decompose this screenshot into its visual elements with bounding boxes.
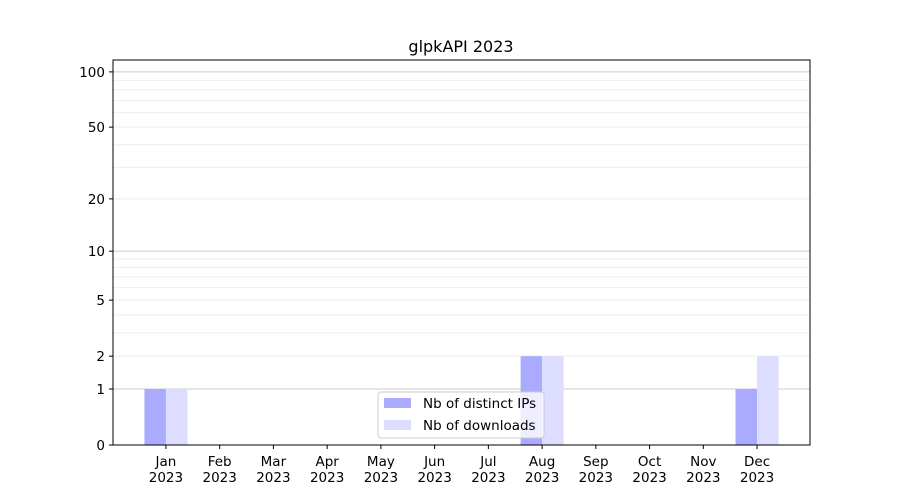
- y-tick-label: 20: [88, 192, 105, 208]
- legend-label-downloads: Nb of downloads: [423, 418, 536, 434]
- x-tick-label: Jul: [479, 454, 496, 470]
- bar-downloads: [757, 356, 779, 445]
- bar-distinct-ips: [735, 388, 758, 445]
- bar-downloads: [165, 388, 188, 445]
- x-tick-label: 2023: [471, 470, 505, 486]
- x-tick-label: 2023: [202, 470, 236, 486]
- chart-title: glpkAPI 2023: [408, 37, 513, 56]
- legend: Nb of distinct IPs Nb of downloads: [377, 391, 545, 439]
- x-tick-label: 2023: [740, 470, 774, 486]
- x-tick-label: Sep: [583, 454, 608, 470]
- x-tick-label: 2023: [149, 470, 183, 486]
- x-tick-label: Oct: [638, 454, 661, 470]
- grid: [113, 71, 810, 390]
- y-tick-label: 1: [96, 382, 105, 398]
- x-tick-label: May: [367, 454, 395, 470]
- x-tick-label: Apr: [315, 454, 339, 470]
- x-tick-label: Dec: [744, 454, 770, 470]
- legend-label-distinct-ips: Nb of distinct IPs: [423, 396, 536, 412]
- x-tick-label: Aug: [529, 454, 555, 470]
- x-tick-label: 2023: [525, 470, 559, 486]
- y-tick-label: 2: [96, 349, 105, 365]
- x-tick-label: Jun: [423, 454, 445, 470]
- bar-distinct-ips: [144, 388, 166, 445]
- legend-swatch-downloads: [384, 420, 411, 430]
- plot-frame: [112, 59, 811, 446]
- x-tick-label: 2023: [686, 470, 720, 486]
- x-tick-label: Mar: [261, 454, 287, 470]
- legend-swatch-distinct-ips: [384, 398, 411, 408]
- y-axis: 0 1 2 5 10 20 50 100: [79, 65, 113, 454]
- x-tick-label: 2023: [310, 470, 344, 486]
- x-tick-label: Feb: [208, 454, 232, 470]
- bar-downloads: [542, 356, 564, 445]
- x-tick-label: 2023: [256, 470, 290, 486]
- legend-box: [377, 391, 545, 439]
- y-tick-label: 10: [88, 244, 105, 260]
- x-tick-label: 2023: [417, 470, 451, 486]
- x-tick-label: Jan: [155, 454, 177, 470]
- y-tick-label: 100: [79, 65, 105, 81]
- x-tick-label: 2023: [364, 470, 398, 486]
- y-tick-label: 5: [96, 293, 105, 309]
- y-tick-label: 0: [96, 438, 105, 454]
- x-tick-label: Nov: [690, 454, 716, 470]
- x-tick-label: 2023: [632, 470, 666, 486]
- x-axis: Jan2023Feb2023Mar2023Apr2023May2023Jun20…: [149, 445, 774, 486]
- y-tick-label: 50: [88, 120, 105, 136]
- x-tick-label: 2023: [579, 470, 613, 486]
